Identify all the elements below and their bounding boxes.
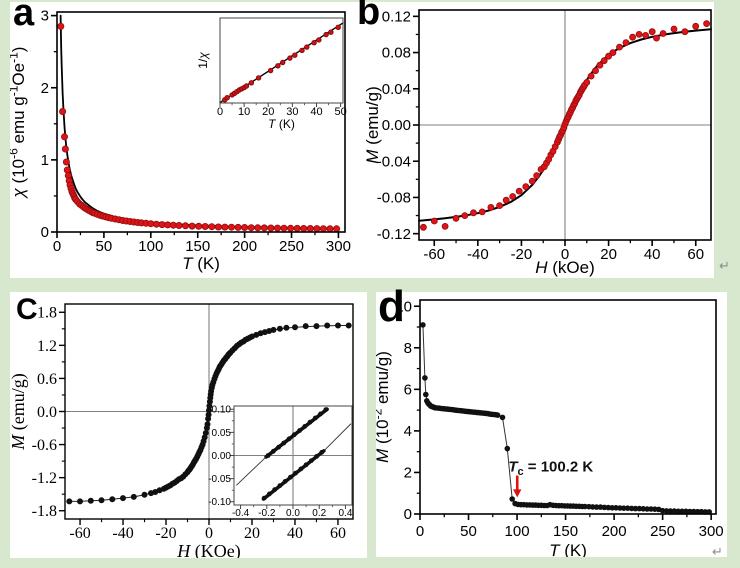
svg-text:300: 300 [699,523,724,540]
svg-text:0.04: 0.04 [382,81,411,98]
svg-text:1: 1 [41,152,49,169]
svg-text:H (kOe): H (kOe) [535,258,595,277]
svg-text:40: 40 [287,525,303,542]
svg-text:1.8: 1.8 [37,305,57,322]
svg-text:60: 60 [330,525,346,542]
svg-text:40: 40 [310,106,322,118]
svg-text:0.12: 0.12 [382,8,411,25]
svg-text:-0.10: -0.10 [208,497,231,508]
svg-text:-0.08: -0.08 [377,190,411,207]
chart-panel-d-magnetization-vs-temperature: 0 50 100 150 200 250 300 0 2 4 6 8 10 T (K) M (10-2 em… [376,298,724,557]
paragraph-return-mark: ↵ [719,258,730,273]
svg-text:-0.6: -0.6 [32,437,57,454]
svg-text:0: 0 [217,106,223,118]
svg-text:-1.2: -1.2 [32,470,57,487]
svg-text:-40: -40 [112,525,133,542]
svg-text:50: 50 [96,238,113,255]
svg-text:-0.05: -0.05 [208,474,231,485]
panel-a-label: a [13,0,35,34]
paragraph-return-mark: ↵ [712,544,723,559]
svg-text:-60: -60 [423,246,445,263]
svg-text:250: 250 [279,238,304,255]
svg-text:150: 150 [185,238,210,255]
svg-text:M (emu/g): M (emu/g) [363,86,382,163]
svg-text:10: 10 [395,298,412,315]
svg-text:250: 250 [650,523,675,540]
svg-text:300: 300 [326,238,351,255]
svg-text:0.6: 0.6 [37,371,57,388]
svg-text:0: 0 [205,525,213,542]
svg-text:0.0: 0.0 [286,508,300,519]
svg-text:2: 2 [404,465,412,482]
svg-text:0.05: 0.05 [212,428,232,439]
svg-text:20: 20 [600,246,617,263]
svg-text:60: 60 [687,246,704,263]
svg-text:50: 50 [334,106,346,118]
svg-text:T (K): T (K) [268,117,295,131]
svg-text:1.2: 1.2 [37,338,57,355]
svg-text:0.10: 0.10 [212,405,232,416]
svg-text:40: 40 [644,246,661,263]
svg-text:30: 30 [286,106,298,118]
svg-text:200: 200 [232,238,257,255]
svg-text:200: 200 [602,523,627,540]
svg-text:χ (10-6 emu g-1Oe-1): χ (10-6 emu g-1Oe-1) [10,47,28,200]
svg-text:T (K): T (K) [182,254,220,273]
svg-text:20: 20 [262,106,274,118]
chart-panel-b-magnetization-vs-field: -60 -40 -20 0 20 40 60 -0.12 -0.08 -0.04 0.00 0.04 0… [363,8,712,277]
svg-text:2: 2 [41,80,49,97]
svg-text:T (K): T (K) [549,541,587,557]
svg-text:-0.4: -0.4 [232,508,250,519]
svg-text:0.4: 0.4 [338,508,352,519]
svg-text:100: 100 [138,238,163,255]
svg-text:10: 10 [238,106,250,118]
chart-panel-c-hysteresis-loop: -60 -40 -20 0 20 40 60 -1.8 -1.2 -0.6 0.0 0.6 1.2 1.8… [10,303,354,558]
svg-text:0: 0 [404,506,412,523]
svg-text:-0.2: -0.2 [258,508,276,519]
svg-text:Tc = 100.2 K: Tc = 100.2 K [508,458,593,478]
svg-text:M (emu/g): M (emu/g) [10,373,29,450]
svg-text:4: 4 [404,423,412,440]
svg-text:M (10-2 emu/g): M (10-2 emu/g) [376,351,392,463]
svg-text:100: 100 [505,523,530,540]
svg-text:H (KOe): H (KOe) [176,541,240,558]
svg-text:0: 0 [41,224,49,241]
svg-text:0: 0 [53,238,61,255]
svg-text:8: 8 [404,340,412,357]
svg-text:1/χ: 1/χ [196,52,210,69]
svg-text:50: 50 [460,523,477,540]
svg-text:3: 3 [41,8,49,25]
svg-text:0.08: 0.08 [382,45,411,62]
svg-text:-40: -40 [467,246,489,263]
svg-text:-60: -60 [69,525,90,542]
svg-text:-0.12: -0.12 [377,226,411,243]
svg-text:150: 150 [553,523,578,540]
svg-text:6: 6 [404,381,412,398]
panel-b-label: b [357,0,381,33]
svg-text:-0.04: -0.04 [377,153,411,170]
svg-text:0: 0 [416,523,424,540]
svg-text:20: 20 [244,525,260,542]
svg-text:-20: -20 [155,525,176,542]
svg-text:-20: -20 [511,246,533,263]
panel-d-label: d [378,282,405,331]
svg-text:0.2: 0.2 [312,508,326,519]
svg-text:0: 0 [561,246,569,263]
svg-text:0.00: 0.00 [212,451,232,462]
svg-text:0.00: 0.00 [382,117,411,134]
panel-c-label: C [16,293,38,326]
svg-text:-1.8: -1.8 [32,503,57,520]
svg-text:0.0: 0.0 [37,404,57,421]
